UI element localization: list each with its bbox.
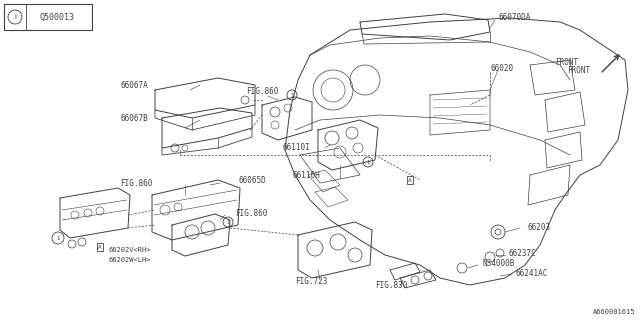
Text: N34000B: N34000B: [482, 259, 515, 268]
Text: 66241AC: 66241AC: [516, 268, 548, 277]
Text: 66020: 66020: [490, 63, 513, 73]
Text: FIG.860: FIG.860: [246, 86, 278, 95]
Text: FIG.830: FIG.830: [375, 282, 408, 291]
Text: A: A: [98, 244, 102, 250]
Text: 66110H: 66110H: [292, 171, 320, 180]
FancyBboxPatch shape: [4, 4, 92, 30]
Text: FIG.860: FIG.860: [120, 179, 152, 188]
Text: 66067B: 66067B: [120, 114, 148, 123]
Text: A: A: [408, 178, 412, 182]
Text: Q500013: Q500013: [40, 12, 74, 21]
Text: FIG.723: FIG.723: [295, 277, 328, 286]
Text: FRONT: FRONT: [555, 58, 578, 67]
Text: FRONT: FRONT: [567, 66, 590, 75]
Text: 66110I: 66110I: [282, 142, 310, 151]
Text: 1: 1: [56, 236, 60, 241]
Text: 66237C: 66237C: [508, 249, 536, 258]
Text: 66202V<RH>: 66202V<RH>: [108, 247, 150, 253]
Text: 66202W<LH>: 66202W<LH>: [108, 257, 150, 263]
Text: 1: 1: [291, 92, 294, 98]
Text: 66065D: 66065D: [238, 175, 266, 185]
Text: 66203: 66203: [527, 222, 550, 231]
Text: A660001615: A660001615: [593, 309, 635, 315]
Text: i: i: [14, 14, 16, 20]
Text: 1: 1: [227, 220, 230, 225]
Text: 1: 1: [366, 159, 370, 164]
Text: FIG.860: FIG.860: [235, 209, 268, 218]
Text: 66070DA: 66070DA: [498, 12, 531, 21]
Text: 66067A: 66067A: [120, 81, 148, 90]
